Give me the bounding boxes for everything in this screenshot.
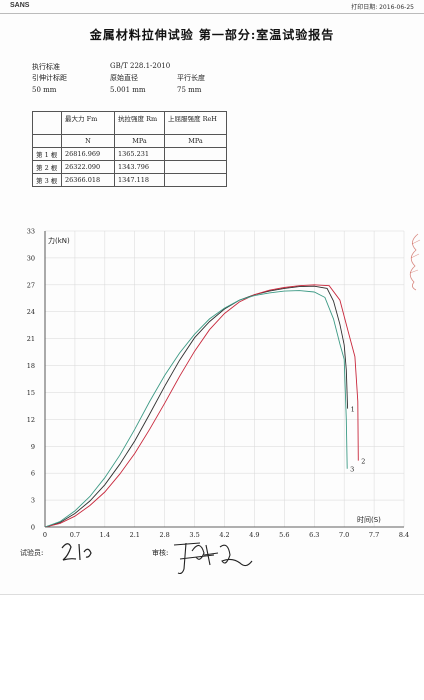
series-label-1: 1 xyxy=(351,406,355,414)
series-line-2 xyxy=(44,284,359,528)
chart-grid xyxy=(44,230,405,528)
report-title: 金属材料拉伸试验 第一部分:室温试验报告 xyxy=(89,28,335,42)
row-label: 第 2 根 xyxy=(32,160,62,174)
y-axis-label: 力(kN) xyxy=(48,236,70,245)
y-tick-label: 3 xyxy=(31,497,35,505)
header-rm: 抗拉强度 Rm xyxy=(114,111,165,135)
x-tick-label: 7.7 xyxy=(369,531,379,539)
series-line-3 xyxy=(44,290,348,528)
results-table: 最大力 Fm 抗拉强度 Rm 上屈服强度 ReH N MPa MPa 第 1 根… xyxy=(32,111,227,187)
y-tick-label: 0 xyxy=(31,524,35,532)
series-label-3: 3 xyxy=(350,466,354,474)
cell-fm: 26322.090 xyxy=(61,160,115,174)
tester-label: 试验员: xyxy=(20,549,44,557)
y-tick-label: 30 xyxy=(27,254,35,262)
table-header-row: 最大力 Fm 抗拉强度 Rm 上屈服强度 ReH xyxy=(32,111,227,135)
x-tick-label: 0 xyxy=(43,531,47,539)
diameter-value: 5.001 mm xyxy=(110,86,146,94)
y-tick-label: 18 xyxy=(27,362,35,370)
unit-rm: MPa xyxy=(114,134,165,148)
chart-tick-labels: 0 0.7 1.4 2.1 2.8 3.5 4.2 4.9 5.6 6.3 7.0 7.7 8.4 0 3 6… xyxy=(27,228,409,540)
chart-series: 1 23 xyxy=(44,284,365,528)
table-row: 第 1 根 26816.969 1365.231 xyxy=(32,147,227,161)
print-date: 打印日期: 2016-06-25 xyxy=(351,4,414,11)
header-bar: SANS 打印日期: 2016-06-25 xyxy=(0,0,424,14)
brand-logo-text: SANS xyxy=(10,2,30,9)
x-tick-label: 4.2 xyxy=(219,531,229,539)
y-tick-label: 9 xyxy=(31,443,35,451)
cell-rm: 1365.231 xyxy=(114,147,165,161)
y-tick-label: 33 xyxy=(27,228,35,236)
x-tick-label: 7.0 xyxy=(339,531,349,539)
cell-rm: 1343.796 xyxy=(114,160,165,174)
diameter-label: 原始直径 xyxy=(110,74,138,82)
reviewer-signature xyxy=(173,542,253,575)
x-tick-label: 2.8 xyxy=(159,531,169,539)
standard-value: GB/T 228.1-2010 xyxy=(110,62,171,70)
gauge-label: 引伸计标距 xyxy=(32,74,67,82)
standard-label: 执行标准 xyxy=(32,63,60,71)
y-tick-label: 27 xyxy=(27,281,35,289)
y-tick-label: 24 xyxy=(27,308,35,316)
tester-signature xyxy=(61,543,92,561)
header-reh: 上屈服强度 ReH xyxy=(164,111,227,135)
parallel-label: 平行长度 xyxy=(177,74,205,82)
x-tick-label: 6.3 xyxy=(309,531,319,539)
force-time-chart: 0 0.7 1.4 2.1 2.8 3.5 4.2 4.9 5.6 6.3 7.0 7.7 8.4 0 3 6… xyxy=(27,228,409,540)
table-row: 第 3 根 26366.018 1347.118 xyxy=(32,173,227,187)
gauge-value: 50 mm xyxy=(32,86,57,94)
cell-fm: 26366.018 xyxy=(61,173,115,187)
x-tick-label: 2.1 xyxy=(130,531,140,539)
chart-axes xyxy=(44,231,404,528)
table-corner-cell xyxy=(32,111,62,135)
table-row: 第 2 根 26322.090 1343.796 xyxy=(32,160,227,174)
sheet-edge xyxy=(0,594,424,595)
cell-fm: 26816.969 xyxy=(61,147,115,161)
unit-fm: N xyxy=(61,134,115,148)
y-tick-label: 12 xyxy=(27,416,35,424)
y-tick-label: 15 xyxy=(27,389,35,397)
y-tick-label: 6 xyxy=(31,470,35,478)
x-tick-label: 1.4 xyxy=(100,531,110,539)
reviewer-label: 审核: xyxy=(152,549,169,557)
parallel-value: 75 mm xyxy=(177,86,202,94)
report-sheet: SANS 打印日期: 2016-06-25 金属材料拉伸试验 第一部分:室温试验… xyxy=(0,0,424,595)
unit-reh: MPa xyxy=(164,134,227,148)
x-tick-label: 5.6 xyxy=(279,531,289,539)
cell-reh xyxy=(164,173,227,187)
series-line-1 xyxy=(44,285,349,528)
cell-reh xyxy=(164,147,227,161)
x-tick-label: 4.9 xyxy=(249,531,259,539)
x-tick-label: 3.5 xyxy=(189,531,199,539)
x-tick-label: 0.7 xyxy=(70,531,80,539)
y-tick-label: 21 xyxy=(27,335,35,343)
header-fm: 最大力 Fm xyxy=(61,111,115,135)
red-stamp-mark xyxy=(409,233,421,291)
cell-rm: 1347.118 xyxy=(114,173,165,187)
series-label-2: 2 xyxy=(361,458,365,466)
units-blank-cell xyxy=(32,134,62,148)
x-tick-label: 8.4 xyxy=(399,531,409,539)
cell-reh xyxy=(164,160,227,174)
table-units-row: N MPa MPa xyxy=(32,134,227,148)
row-label: 第 3 根 xyxy=(32,173,62,187)
row-label: 第 1 根 xyxy=(32,147,62,161)
x-axis-label: 时间(S) xyxy=(357,515,381,524)
